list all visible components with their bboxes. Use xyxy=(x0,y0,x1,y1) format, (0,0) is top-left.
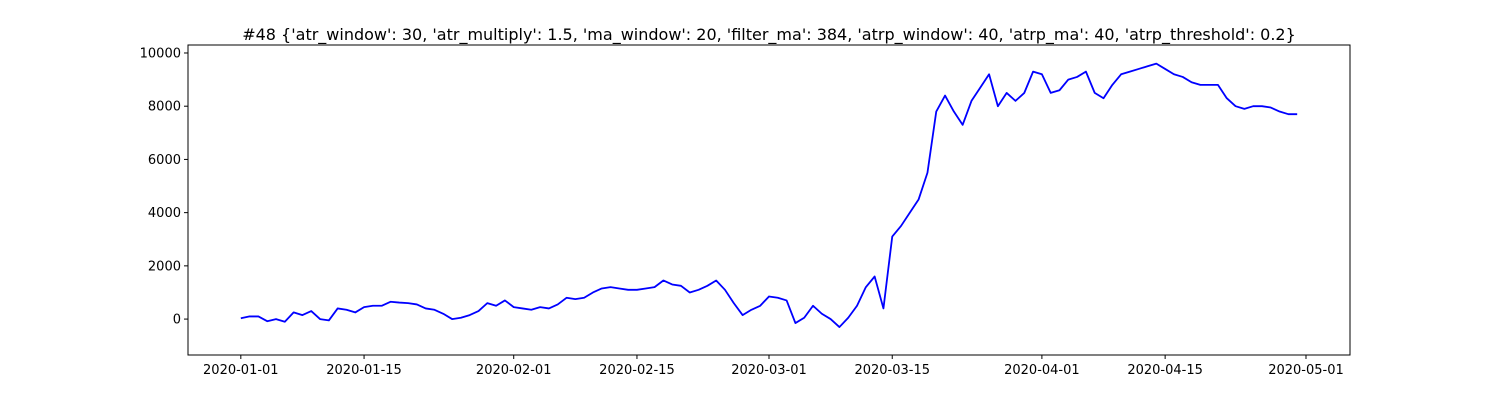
x-tick-label: 2020-04-01 xyxy=(1004,363,1080,378)
x-tick-label: 2020-01-15 xyxy=(326,363,402,378)
y-tick-label: 2000 xyxy=(148,259,181,274)
x-tick-label: 2020-01-01 xyxy=(203,363,279,378)
x-tick-label: 2020-04-15 xyxy=(1127,363,1203,378)
y-tick-label: 10000 xyxy=(140,46,181,61)
y-tick-label: 4000 xyxy=(148,206,181,221)
x-tick-label: 2020-03-01 xyxy=(731,363,807,378)
chart-title: #48 {'atr_window': 30, 'atr_multiply': 1… xyxy=(242,25,1296,45)
y-tick-label: 0 xyxy=(173,313,181,328)
x-tick-label: 2020-02-15 xyxy=(599,363,675,378)
x-tick-label: 2020-03-15 xyxy=(854,363,930,378)
data-line xyxy=(240,62,1298,328)
y-tick-label: 8000 xyxy=(148,100,181,115)
x-tick-label: 2020-02-01 xyxy=(476,363,552,378)
x-tick-label: 2020-05-01 xyxy=(1268,363,1344,378)
y-tick-label: 6000 xyxy=(148,153,181,168)
